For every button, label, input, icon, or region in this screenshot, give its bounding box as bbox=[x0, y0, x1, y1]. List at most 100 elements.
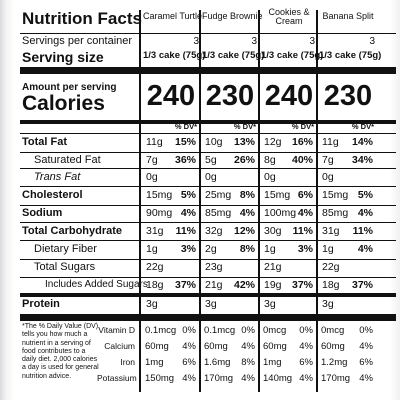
nutrient-dv: 13% bbox=[233, 136, 255, 148]
nutrient-amount: 21g bbox=[205, 279, 223, 291]
calories-value: 230 bbox=[205, 80, 255, 112]
nutrient-dv: 4% bbox=[239, 207, 255, 219]
nutrient-dv: 12% bbox=[233, 225, 255, 237]
nutrient-label: Sodium bbox=[22, 207, 63, 219]
nutrient-label: Saturated Fat bbox=[34, 154, 101, 166]
servings-value: 3 bbox=[251, 36, 257, 47]
servings-value: 3 bbox=[193, 36, 199, 47]
flavor-name: Cookies & Cream bbox=[268, 7, 310, 27]
serving-size-value: 1/3 cake (75g) bbox=[319, 50, 382, 61]
flavor-name: Banana Split bbox=[322, 11, 374, 21]
nutrient-amount: 22g bbox=[146, 261, 164, 273]
dv-header: % DV* bbox=[233, 122, 256, 131]
nutrient-amount: 19g bbox=[264, 279, 282, 291]
vitamin-amount: 60mg bbox=[321, 341, 345, 352]
nutrient-amount: 25mg bbox=[205, 189, 232, 201]
nutrient-amount: 11g bbox=[322, 136, 339, 148]
nutrient-amount: 7g bbox=[322, 154, 334, 166]
column-separator bbox=[199, 10, 201, 392]
vitamin-dv: 4% bbox=[359, 373, 373, 384]
divider-line bbox=[20, 205, 396, 206]
nutrient-amount: 85mg bbox=[322, 207, 349, 219]
nutrient-dv: 11% bbox=[292, 225, 313, 237]
calories-label: Calories bbox=[22, 92, 105, 115]
vitamin-dv: 4% bbox=[299, 341, 313, 352]
divider-line bbox=[20, 120, 396, 124]
vitamin-dv: 0% bbox=[299, 325, 313, 336]
divider-line bbox=[20, 186, 396, 187]
vitamin-dv: 0% bbox=[359, 325, 373, 336]
vitamin-label: Potassium bbox=[97, 373, 137, 383]
column-separator bbox=[139, 10, 141, 392]
vitamin-amount: 140mg bbox=[263, 373, 293, 384]
nutrient-label: Total Fat bbox=[22, 136, 68, 148]
nutrient-amount: 7g bbox=[146, 154, 158, 166]
nutrient-dv: 16% bbox=[291, 136, 313, 148]
vitamin-amount: 1mg bbox=[263, 357, 282, 368]
vitamin-dv: 6% bbox=[299, 357, 313, 368]
divider-line bbox=[20, 67, 396, 74]
nutrient-dv: 11% bbox=[352, 225, 373, 237]
nutrient-amount: 90mg bbox=[146, 207, 173, 219]
nutrient-amount: 8g bbox=[264, 154, 276, 166]
daily-value-footnote: *The % Daily Value (DV) tells you how mu… bbox=[22, 323, 99, 380]
vitamin-label: Iron bbox=[120, 357, 135, 367]
flavor-name: Caramel Turtle bbox=[143, 11, 203, 21]
serving-size-value: 1/3 cake (75g) bbox=[261, 50, 324, 61]
divider-line bbox=[20, 152, 396, 153]
nutrient-amount: 30g bbox=[264, 225, 282, 237]
label-title: Nutrition Facts bbox=[22, 9, 142, 28]
nutrient-amount: 10g bbox=[205, 136, 223, 148]
nutrient-amount: 3g bbox=[146, 298, 158, 310]
nutrient-dv: 5% bbox=[357, 189, 373, 201]
nutrient-amount: 100mg bbox=[264, 207, 297, 219]
serving-size-value: 1/3 cake (75g) bbox=[202, 50, 265, 61]
nutrient-dv: 8% bbox=[239, 189, 255, 201]
flavor-name: Fudge Brownie bbox=[202, 11, 263, 21]
dv-header: % DV* bbox=[174, 122, 197, 131]
nutrient-dv: 26% bbox=[233, 154, 255, 166]
nutrient-amount: 23g bbox=[205, 261, 223, 273]
divider-line bbox=[20, 293, 396, 297]
nutrient-amount: 0g bbox=[322, 171, 334, 183]
vitamin-dv: 4% bbox=[359, 341, 373, 352]
nutrient-dv: 3% bbox=[180, 243, 196, 255]
divider-line bbox=[20, 133, 396, 134]
nutrient-amount: 22g bbox=[322, 261, 340, 273]
vitamin-dv: 0% bbox=[241, 325, 255, 336]
nutrient-amount: 31g bbox=[146, 225, 164, 237]
divider-line bbox=[20, 277, 396, 278]
vitamin-amount: 60mg bbox=[145, 341, 169, 352]
nutrient-label: Total Sugars bbox=[34, 261, 96, 273]
servings-value: 3 bbox=[369, 36, 375, 47]
divider-line bbox=[20, 33, 396, 34]
nutrient-label: Dietary Fiber bbox=[34, 243, 97, 255]
divider-line bbox=[20, 168, 396, 169]
nutrient-amount: 2g bbox=[205, 243, 217, 255]
nutrient-amount: 3g bbox=[322, 298, 334, 310]
serving-size-label: Serving size bbox=[22, 49, 104, 65]
nutrient-amount: 1g bbox=[264, 243, 276, 255]
nutrient-amount: 21g bbox=[264, 261, 282, 273]
dv-header: % DV* bbox=[291, 122, 314, 131]
nutrient-dv: 36% bbox=[174, 154, 196, 166]
serving-size-value: 1/3 cake (75g) bbox=[143, 50, 206, 61]
nutrient-dv: 37% bbox=[291, 279, 313, 291]
nutrient-amount: 18g bbox=[146, 279, 164, 291]
nutrient-label: Trans Fat bbox=[34, 171, 81, 183]
nutrient-label: Protein bbox=[22, 298, 60, 310]
nutrient-dv: 4% bbox=[357, 243, 373, 255]
nutrient-amount: 11g bbox=[146, 136, 163, 148]
vitamin-dv: 4% bbox=[299, 373, 313, 384]
column-separator bbox=[258, 10, 260, 392]
nutrient-dv: 42% bbox=[233, 279, 255, 291]
nutrient-amount: 18g bbox=[322, 279, 340, 291]
vitamin-dv: 4% bbox=[241, 341, 255, 352]
vitamin-amount: 1.6mg bbox=[204, 357, 231, 368]
nutrient-dv: 11% bbox=[175, 225, 196, 237]
nutrient-dv: 37% bbox=[351, 279, 373, 291]
nutrient-amount: 0g bbox=[264, 171, 276, 183]
vitamin-amount: 0.1mcg bbox=[145, 325, 177, 336]
divider-line bbox=[20, 240, 396, 241]
calories-value: 230 bbox=[323, 80, 373, 112]
